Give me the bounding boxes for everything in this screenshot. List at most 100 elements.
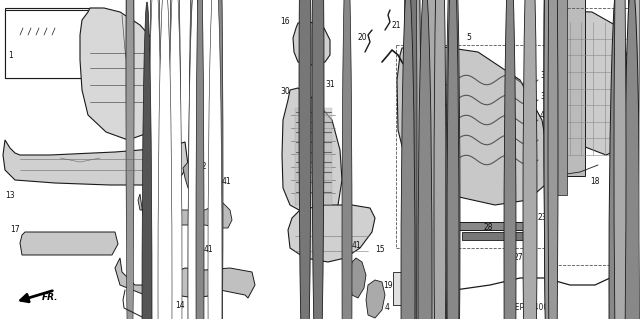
Ellipse shape: [126, 0, 134, 319]
Text: 6: 6: [345, 196, 350, 204]
Text: 39: 39: [430, 273, 440, 283]
Ellipse shape: [312, 0, 324, 319]
Bar: [628, 0, 640, 200]
Ellipse shape: [624, 0, 640, 319]
Ellipse shape: [609, 0, 627, 319]
Bar: [455, 222, 530, 230]
Ellipse shape: [188, 0, 202, 319]
Bar: [462, 232, 525, 240]
Bar: [36, 35, 43, 62]
Text: 18: 18: [590, 177, 600, 187]
Bar: [28, 35, 35, 62]
Ellipse shape: [423, 0, 437, 319]
Text: 14: 14: [175, 300, 184, 309]
Text: 37: 37: [440, 263, 450, 272]
Ellipse shape: [544, 0, 554, 319]
Text: 19: 19: [383, 280, 392, 290]
Text: 30: 30: [280, 87, 290, 97]
Polygon shape: [20, 232, 118, 255]
Bar: [393, 272, 455, 305]
Ellipse shape: [548, 0, 558, 319]
Ellipse shape: [639, 0, 640, 319]
Polygon shape: [3, 140, 188, 185]
Ellipse shape: [409, 0, 417, 319]
Text: 31: 31: [325, 80, 335, 90]
Ellipse shape: [169, 0, 181, 319]
Ellipse shape: [434, 0, 446, 319]
Ellipse shape: [408, 0, 416, 319]
Ellipse shape: [142, 2, 152, 319]
Text: 41: 41: [222, 177, 232, 187]
Bar: [5, 10, 100, 78]
Text: 1: 1: [8, 50, 13, 60]
Polygon shape: [366, 280, 385, 318]
Text: 34: 34: [622, 177, 632, 187]
Bar: [555, 0, 567, 195]
Text: 11: 11: [625, 155, 634, 165]
Text: 5: 5: [466, 33, 471, 42]
Polygon shape: [153, 148, 170, 172]
Ellipse shape: [446, 0, 460, 319]
Polygon shape: [138, 194, 232, 228]
Text: 23: 23: [538, 213, 548, 222]
Bar: [52, 35, 59, 62]
Text: 3: 3: [408, 48, 413, 56]
Text: 15: 15: [375, 246, 385, 255]
Text: 4: 4: [385, 303, 390, 313]
Text: 35: 35: [420, 120, 429, 129]
Polygon shape: [295, 108, 332, 205]
Polygon shape: [293, 22, 330, 65]
Bar: [20, 35, 27, 62]
Ellipse shape: [213, 0, 223, 319]
Text: 26: 26: [172, 153, 182, 162]
Text: 32: 32: [440, 254, 450, 263]
Polygon shape: [288, 205, 375, 262]
Ellipse shape: [188, 0, 202, 319]
Text: 21: 21: [392, 20, 401, 29]
Text: 2: 2: [170, 26, 175, 34]
Ellipse shape: [168, 0, 182, 319]
Ellipse shape: [208, 0, 222, 319]
Text: 41: 41: [352, 241, 362, 250]
Ellipse shape: [418, 0, 432, 319]
Text: 13: 13: [5, 190, 15, 199]
Text: 40: 40: [540, 110, 550, 120]
Ellipse shape: [342, 0, 352, 319]
Text: 10: 10: [550, 164, 559, 173]
Ellipse shape: [447, 0, 459, 319]
Ellipse shape: [523, 0, 537, 319]
Text: 29: 29: [342, 291, 351, 300]
Bar: [555, 0, 585, 176]
Polygon shape: [550, 11, 632, 155]
Ellipse shape: [196, 0, 204, 319]
Bar: [5, 8, 100, 78]
Text: 33: 33: [540, 93, 550, 101]
Bar: [44, 35, 51, 62]
Text: SEPA84001: SEPA84001: [511, 303, 554, 313]
Ellipse shape: [614, 0, 626, 319]
Ellipse shape: [404, 0, 420, 319]
Polygon shape: [350, 258, 366, 298]
Polygon shape: [282, 88, 342, 215]
Ellipse shape: [299, 0, 311, 319]
Text: 23: 23: [435, 213, 445, 222]
Ellipse shape: [149, 0, 161, 319]
Text: 25: 25: [172, 137, 182, 146]
Polygon shape: [115, 258, 255, 298]
Polygon shape: [397, 45, 548, 205]
Ellipse shape: [126, 0, 134, 319]
Text: 27: 27: [514, 254, 524, 263]
Text: 38: 38: [420, 147, 429, 157]
Text: 41: 41: [204, 246, 214, 255]
Text: 17: 17: [10, 226, 20, 234]
Text: 36: 36: [618, 298, 628, 307]
Polygon shape: [183, 162, 198, 190]
Text: 7: 7: [545, 1, 550, 10]
Ellipse shape: [401, 0, 415, 319]
Text: 16: 16: [280, 18, 290, 26]
Polygon shape: [80, 8, 166, 140]
Text: 20: 20: [358, 33, 367, 42]
Ellipse shape: [148, 0, 162, 319]
Text: 33: 33: [540, 71, 550, 80]
Ellipse shape: [189, 0, 201, 319]
